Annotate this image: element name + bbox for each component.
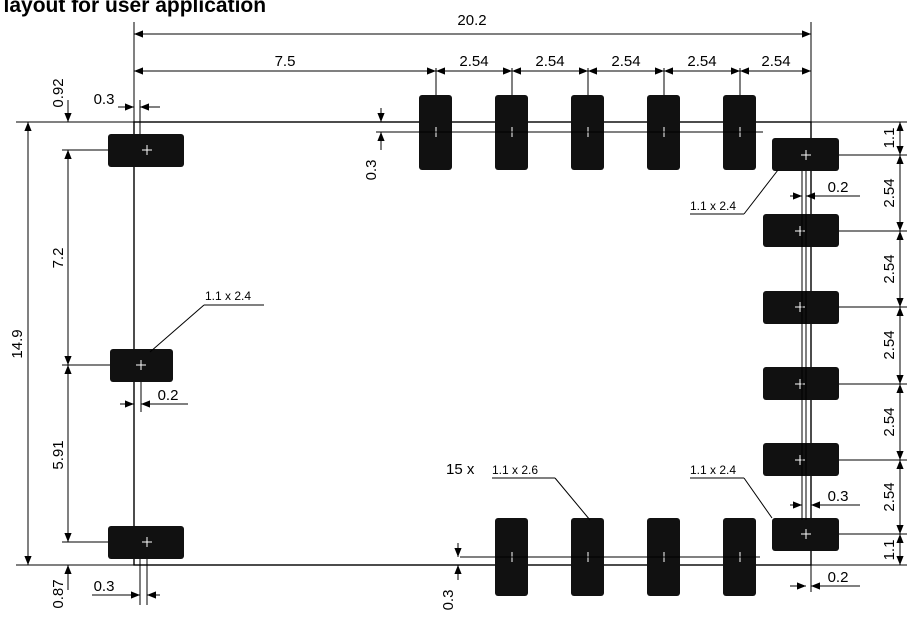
dim-right-top-offset: 1.1	[881, 128, 898, 149]
dim-right-clearance-top: 0.2	[828, 179, 849, 196]
pad-right-1	[772, 138, 839, 171]
diagram-title: s layout for user application	[0, 0, 267, 17]
module-outline	[133, 121, 812, 566]
dim-left-mid-clearance: 0.2	[158, 387, 179, 404]
dim-pitch-right-5: 2.54	[881, 482, 898, 511]
callout-right-bottom-pad-size: 1.1 x 2.4	[690, 463, 736, 477]
dim-left-mid-span: 7.2	[50, 248, 67, 269]
dimension-lines	[24, 30, 904, 599]
dim-pitch-top-3: 2.54	[611, 53, 640, 70]
dim-pitch-top-4: 2.54	[687, 53, 716, 70]
pad-left-bottom	[108, 526, 184, 559]
dim-right-clearance-low: 0.3	[828, 488, 849, 505]
dim-pitch-top-5: 2.54	[761, 53, 790, 70]
pads	[108, 95, 839, 596]
dim-pitch-right-1: 2.54	[881, 178, 898, 207]
dim-right-clearance-bottom: 0.2	[828, 569, 849, 586]
pad-left-mid	[110, 349, 173, 382]
callout-leaders	[149, 169, 779, 521]
dim-left-clearance-top: 0.3	[94, 91, 115, 108]
pad-right-5	[763, 443, 839, 476]
dim-left-bottom-offset: 0.87	[50, 579, 67, 608]
dim-top-pad-clearance: 0.3	[363, 160, 380, 181]
pad-right-2	[763, 214, 839, 247]
pad-right-3	[763, 291, 839, 324]
dim-left-low-span: 5.91	[50, 440, 67, 469]
dim-pitch-right-3: 2.54	[881, 330, 898, 359]
callout-bottom-pad-size: 1.1 x 2.6	[492, 463, 538, 477]
dim-pitch-right-4: 2.54	[881, 407, 898, 436]
dim-pitch-top-2: 2.54	[535, 53, 564, 70]
pad-left-top	[108, 134, 184, 167]
dim-left-clearance-bottom: 0.3	[94, 578, 115, 595]
callout-right-top-pad-size: 1.1 x 2.4	[690, 199, 736, 213]
dim-total-width: 20.2	[457, 12, 486, 29]
dim-right-bottom-offset: 1.1	[881, 540, 898, 561]
dim-total-height: 14.9	[9, 329, 26, 358]
dim-left-top-offset: 0.92	[50, 78, 67, 107]
callout-bottom-pad-count: 15 x	[446, 461, 475, 478]
pad-right-4	[763, 367, 839, 400]
callout-left-pad-size: 1.1 x 2.4	[205, 289, 251, 303]
dim-pitch-top-1: 2.54	[459, 53, 488, 70]
dim-pitch-right-2: 2.54	[881, 254, 898, 283]
dim-bottom-pad-clearance: 0.3	[440, 590, 457, 611]
pad-right-6	[772, 518, 839, 551]
center-lines	[16, 22, 907, 605]
dim-left-offset: 7.5	[275, 53, 296, 70]
